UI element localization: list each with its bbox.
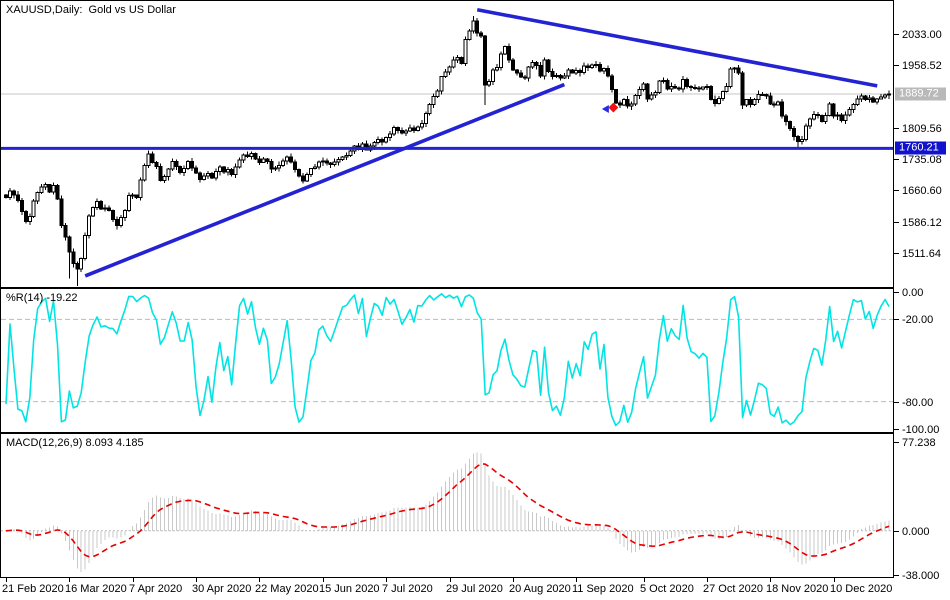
williams-percent-r-panel[interactable]: %R(14) -19.22 xyxy=(1,289,893,432)
price-tick-label: 1660.60 xyxy=(902,184,942,197)
date-tick-label: 29 Jul 2020 xyxy=(446,583,503,595)
price-tick-tick xyxy=(894,128,899,129)
date-tick xyxy=(707,578,708,582)
price-tick-label: 1511.64 xyxy=(902,247,941,260)
date-tick-label: 20 Aug 2020 xyxy=(509,583,571,595)
date-tick-label: 30 Apr 2020 xyxy=(192,583,252,595)
hline-price-badge: 1760.21 xyxy=(895,141,946,155)
chart-plots-area: XAUUSD,Daily: Gold vs US Dollar %R(14) -… xyxy=(0,0,894,578)
price-tick-tick xyxy=(894,159,899,160)
date-tick xyxy=(323,578,324,582)
sell-signal-marker-icon[interactable] xyxy=(601,102,619,114)
macd-signal-line xyxy=(5,462,890,558)
date-tick-label: 18 Nov 2020 xyxy=(766,583,829,595)
price-tick-tick xyxy=(894,34,899,35)
macd-tick-tick xyxy=(894,575,899,576)
date-tick xyxy=(69,578,70,582)
macd-panel[interactable]: MACD(12,26,9) 8.093 4.185 xyxy=(1,434,893,577)
date-tick xyxy=(576,578,577,582)
date-tick xyxy=(259,578,260,582)
panel-divider[interactable] xyxy=(1,432,893,434)
date-tick-label: 22 May 2020 xyxy=(255,583,319,595)
panel-divider[interactable] xyxy=(1,287,893,289)
price-tick-tick xyxy=(894,190,899,191)
date-tick xyxy=(450,578,451,582)
price-tick-label: 1586.12 xyxy=(902,216,942,229)
candles-layer xyxy=(4,16,892,286)
price-tick-tick xyxy=(894,65,899,66)
price-tick-label: 1809.56 xyxy=(902,122,942,135)
price-tick-tick xyxy=(894,222,899,223)
date-tick xyxy=(770,578,771,582)
date-tick xyxy=(133,578,134,582)
chart-title: XAUUSD,Daily: Gold vs US Dollar xyxy=(6,4,176,16)
wpr-indicator-label: %R(14) -19.22 xyxy=(6,292,78,304)
macd-tick-label: 77.238 xyxy=(902,436,936,449)
date-tick-label: 15 Jun 2020 xyxy=(319,583,380,595)
date-tick-label: 7 Apr 2020 xyxy=(129,583,183,595)
date-tick-label: 10 Dec 2020 xyxy=(830,583,893,595)
macd-tick-tick xyxy=(894,442,899,443)
date-tick-label: 27 Oct 2020 xyxy=(703,583,763,595)
date-tick-label: 7 Jul 2020 xyxy=(382,583,433,595)
wpr-tick-label: 0.00 xyxy=(902,286,924,299)
date-tick-label: 16 Mar 2020 xyxy=(65,583,127,595)
wpr-line xyxy=(5,293,890,427)
current-price-badge: 1889.72 xyxy=(895,87,946,101)
date-tick-label: 11 Sep 2020 xyxy=(572,583,634,595)
wpr-tick-label: -80.00 xyxy=(902,396,934,409)
price-axis[interactable]: 1889.72 1760.21 2033.00 1958.52 1809.56 173… xyxy=(894,0,950,582)
price-tick-label: 2033.00 xyxy=(902,28,942,41)
date-tick xyxy=(834,578,835,582)
wpr-tick-label: -20.00 xyxy=(902,313,934,326)
wpr-tick-tick xyxy=(894,319,899,320)
price-tick-tick xyxy=(894,253,899,254)
wpr-tick-label: -100.00 xyxy=(902,423,940,436)
macd-plot[interactable] xyxy=(1,434,893,577)
macd-tick-label: 0.000 xyxy=(902,525,930,538)
price-tick-label: 1958.52 xyxy=(902,59,942,72)
descending-trendline[interactable] xyxy=(476,7,878,88)
ascending-trendline[interactable] xyxy=(84,82,566,278)
date-tick xyxy=(386,578,387,582)
date-tick xyxy=(644,578,645,582)
date-tick-label: 5 Oct 2020 xyxy=(640,583,694,595)
price-tick-label: 1735.08 xyxy=(902,153,942,166)
date-tick xyxy=(6,578,7,582)
macd-indicator-label: MACD(12,26,9) 8.093 4.185 xyxy=(6,437,144,449)
wpr-plot[interactable] xyxy=(1,289,893,432)
wpr-tick-tick xyxy=(894,292,899,293)
wpr-tick-tick xyxy=(894,402,899,403)
macd-tick-tick xyxy=(894,531,899,532)
date-tick xyxy=(196,578,197,582)
main-chart-panel[interactable]: XAUUSD,Daily: Gold vs US Dollar xyxy=(1,1,893,287)
candlestick-chart[interactable] xyxy=(1,1,893,287)
date-tick xyxy=(513,578,514,582)
macd-histogram xyxy=(9,452,890,573)
wpr-tick-tick xyxy=(894,429,899,430)
date-axis[interactable]: 21 Feb 2020 16 Mar 2020 7 Apr 2020 30 Apr 2… xyxy=(0,578,894,600)
macd-tick-label: -38.000 xyxy=(902,569,940,582)
date-tick-label: 21 Feb 2020 xyxy=(2,583,64,595)
